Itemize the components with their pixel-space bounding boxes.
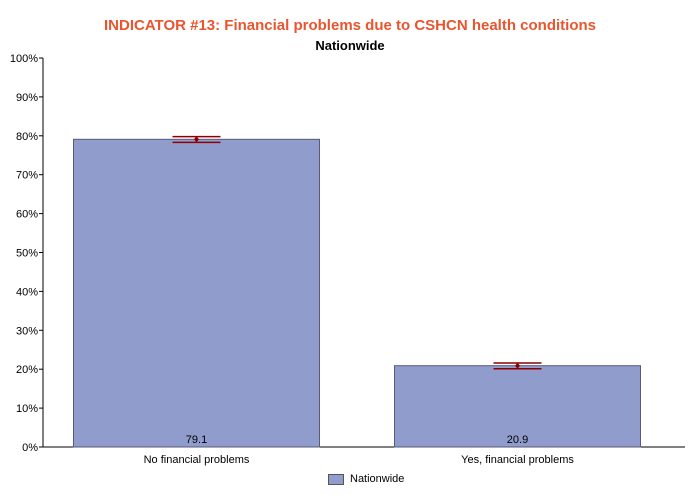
legend: Nationwide	[328, 473, 404, 485]
y-axis: 0% 10% 20% 30% 40% 50% 60% 70% 80% 90% 100%	[10, 53, 44, 454]
data-label: 79.1	[186, 434, 207, 446]
x-tick-label: Yes, financial problems	[461, 454, 574, 466]
chart-title: INDICATOR #13: Financial problems due to…	[104, 17, 596, 34]
error-bars	[172, 135, 542, 370]
chart-subtitle: Nationwide	[315, 38, 385, 53]
bars: 79.1 20.9	[73, 138, 641, 448]
y-tick-label: 70%	[16, 170, 38, 182]
y-tick-label: 0%	[22, 442, 38, 454]
error-bar-marker	[194, 136, 199, 143]
y-tick-label: 50%	[16, 248, 38, 260]
y-tick-label: 100%	[10, 53, 38, 65]
y-tick-label: 20%	[16, 364, 38, 376]
bar	[394, 365, 641, 448]
x-tick-label: No financial problems	[144, 454, 250, 466]
data-label: 20.9	[507, 434, 528, 446]
legend-swatch	[328, 473, 344, 485]
error-bar-marker	[515, 362, 520, 369]
y-tick-label: 90%	[16, 92, 38, 104]
y-tick-label: 80%	[16, 131, 38, 143]
legend-label: Nationwide	[350, 473, 405, 485]
y-tick-label: 40%	[16, 286, 38, 298]
bar	[73, 138, 320, 448]
x-axis: No financial problems Yes, financial prob…	[43, 446, 685, 466]
y-tick-label: 10%	[16, 403, 38, 415]
y-tick-label: 60%	[16, 209, 38, 221]
y-tick-label: 30%	[16, 325, 38, 337]
